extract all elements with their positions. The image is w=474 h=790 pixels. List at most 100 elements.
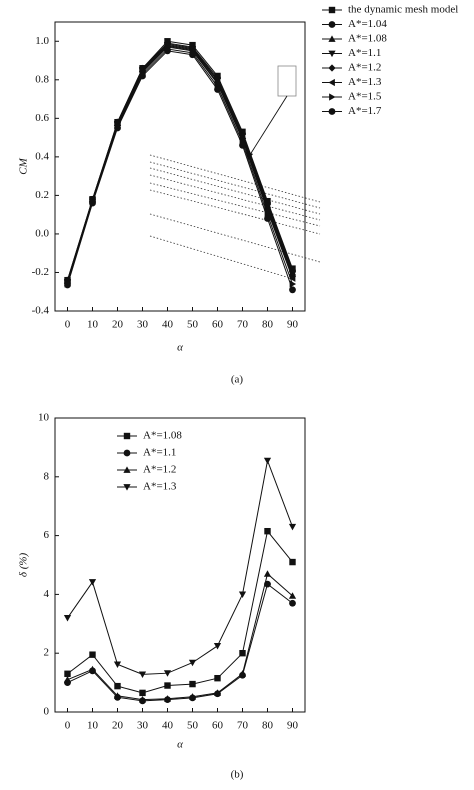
marker [238, 670, 247, 677]
legend-marker [328, 21, 336, 28]
series-line [67, 572, 293, 701]
marker [263, 457, 272, 465]
y-tick-label: -0.4 [32, 305, 50, 317]
legend-label: A*=1.08 [348, 33, 387, 45]
x-tick-label: 90 [287, 720, 299, 732]
marker [188, 693, 197, 700]
legend-label: A*=1.1 [143, 447, 176, 459]
legend-marker [329, 93, 336, 101]
series-line [67, 50, 293, 290]
y-tick-label: 0.8 [35, 73, 49, 85]
plot-frame [54, 21, 306, 312]
caption: (a) [231, 374, 244, 386]
marker [64, 281, 71, 289]
x-tick-label: 70 [237, 319, 249, 331]
plot-frame [54, 417, 306, 713]
marker [89, 199, 96, 207]
marker [288, 592, 297, 599]
zoom-arrow [247, 95, 288, 159]
legend-marker [328, 78, 335, 87]
marker [113, 661, 122, 668]
legend-label: A*=1.04 [348, 18, 387, 30]
y-axis-label: CM [18, 157, 30, 174]
y-axis-label: δ (%) [18, 552, 30, 577]
y-tick-label: 2 [44, 647, 50, 659]
marker [289, 286, 296, 294]
x-tick-label: 10 [87, 319, 99, 331]
marker [63, 676, 72, 683]
y-tick-label: 0.6 [35, 112, 49, 124]
legend-marker [123, 484, 131, 491]
marker [164, 682, 171, 689]
marker [163, 670, 172, 677]
series-line [67, 43, 293, 282]
marker [88, 579, 97, 586]
y-tick-label: 0 [44, 706, 50, 718]
x-axis-label: α [177, 342, 183, 354]
series-line [67, 44, 293, 283]
marker [189, 680, 196, 688]
legend-label: the dynamic mesh model [348, 4, 458, 16]
y-tick-label: -0.2 [32, 266, 49, 278]
marker [213, 689, 222, 696]
x-tick-label: 80 [262, 720, 274, 732]
x-axis-label: α [177, 739, 183, 751]
y-tick-label: 4 [44, 588, 50, 600]
marker [164, 47, 171, 55]
x-tick-label: 0 [65, 319, 71, 331]
legend-marker [123, 466, 131, 473]
marker [289, 599, 296, 607]
marker [239, 141, 246, 149]
x-tick-label: 70 [237, 720, 249, 732]
x-tick-label: 40 [162, 720, 174, 732]
marker [238, 591, 247, 598]
y-tick-label: 0.0 [35, 227, 49, 239]
legend-label: A*=1.7 [348, 105, 382, 117]
legend-marker [328, 50, 336, 58]
marker [213, 642, 222, 650]
x-tick-label: 50 [187, 319, 199, 331]
marker [263, 570, 272, 577]
marker [114, 124, 121, 132]
marker [163, 695, 172, 702]
legend-marker [123, 449, 131, 457]
x-tick-label: 90 [287, 319, 299, 331]
legend-label: A*=1.5 [348, 91, 382, 103]
marker [89, 651, 96, 658]
marker [239, 650, 246, 657]
x-tick-label: 50 [187, 720, 199, 732]
series-line [67, 48, 293, 285]
marker [264, 527, 271, 535]
y-tick-label: 10 [38, 412, 50, 424]
marker [64, 670, 71, 677]
marker [88, 665, 97, 673]
marker [63, 615, 72, 622]
marker [288, 274, 296, 282]
y-tick-label: 0.4 [35, 150, 49, 162]
x-tick-label: 20 [112, 319, 124, 331]
legend-marker [123, 432, 131, 440]
legend-label: A*=1.08 [143, 430, 182, 442]
marker [139, 72, 146, 80]
marker [138, 671, 147, 678]
series-line [67, 45, 293, 283]
marker [214, 674, 221, 682]
x-tick-label: 0 [65, 720, 71, 732]
marker [139, 689, 146, 697]
legend-marker [328, 64, 336, 72]
x-tick-label: 60 [212, 720, 224, 732]
marker [289, 558, 296, 566]
x-tick-label: 60 [212, 319, 224, 331]
zoom-box [277, 65, 297, 97]
legend-label: A*=1.2 [348, 62, 381, 74]
legend-label: A*=1.3 [348, 76, 382, 88]
marker [264, 215, 271, 222]
marker [113, 692, 122, 699]
marker [288, 523, 297, 531]
legend-label: A*=1.1 [348, 47, 381, 59]
marker [188, 659, 197, 667]
series-line [67, 530, 293, 694]
x-tick-label: 80 [262, 319, 274, 331]
y-tick-label: 0.2 [35, 189, 49, 201]
